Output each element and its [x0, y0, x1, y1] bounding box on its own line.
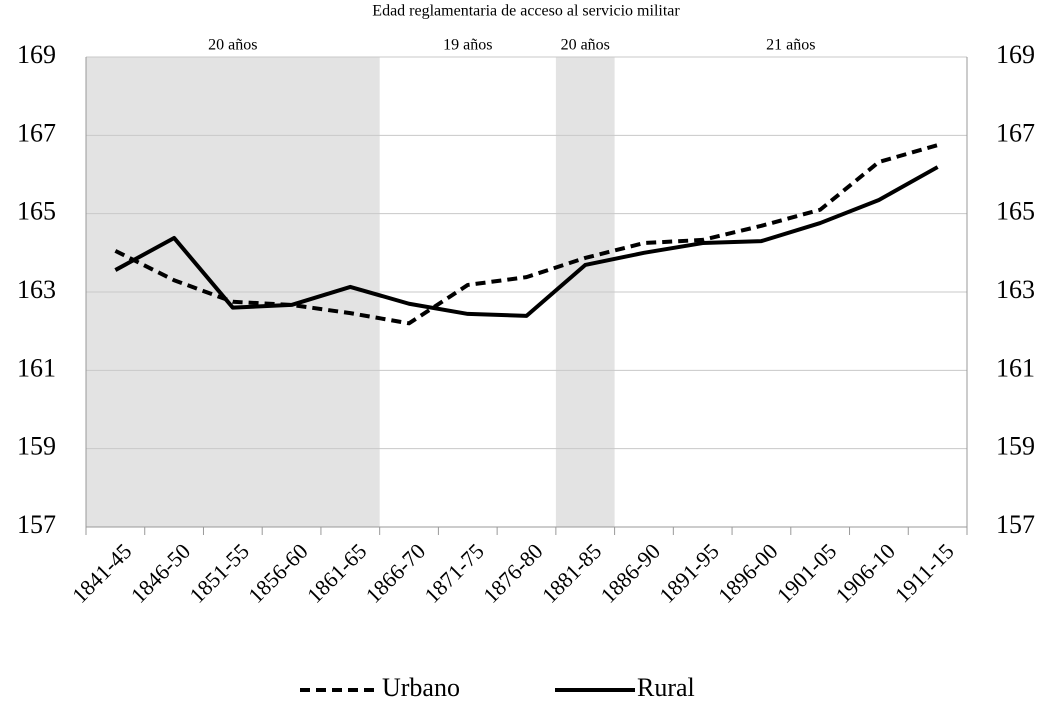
series-line: [114, 143, 939, 326]
x-tick-label: 1841-45: [67, 538, 137, 608]
period-label: 19 años: [443, 37, 492, 54]
y-tick-label: 159: [17, 432, 56, 461]
legend-label: Rural: [637, 673, 695, 702]
legend-label: Urbano: [382, 673, 460, 702]
x-tick-label: 1851-55: [184, 538, 254, 608]
series-line: [114, 165, 939, 318]
x-tick-label: 1871-75: [419, 538, 489, 608]
x-tick-label: 1856-60: [243, 538, 313, 608]
y2-tick-label: 167: [996, 118, 1035, 147]
y2-tick-label: 163: [996, 275, 1035, 304]
x-tick-label: 1881-85: [537, 538, 607, 608]
x-tick-label: 1911-15: [890, 538, 959, 607]
y-tick-label: 163: [17, 275, 56, 304]
y2-tick-label: 165: [996, 197, 1035, 226]
chart-title: Edad reglamentaria de acceso al servicio…: [372, 3, 680, 20]
x-tick-label: 1866-70: [361, 538, 431, 608]
y-tick-label: 167: [17, 118, 56, 147]
y2-tick-label: 161: [996, 353, 1035, 382]
x-tick-label: 1906-10: [830, 538, 900, 608]
x-tick-label: 1846-50: [126, 538, 196, 608]
y2-tick-label: 169: [996, 40, 1035, 69]
y-tick-label: 161: [17, 353, 56, 382]
x-tick-label: 1861-65: [302, 538, 372, 608]
x-tick-label: 1896-00: [713, 538, 783, 608]
period-label: 21 años: [766, 37, 815, 54]
x-tick-label: 1886-90: [596, 538, 666, 608]
y2-tick-label: 157: [996, 510, 1035, 539]
x-tick-label: 1876-80: [478, 538, 548, 608]
y-tick-label: 169: [17, 40, 56, 69]
y-tick-label: 165: [17, 197, 56, 226]
y-tick-label: 157: [17, 510, 56, 539]
y2-tick-label: 159: [996, 432, 1035, 461]
x-tick-label: 1901-05: [772, 538, 842, 608]
x-tick-label: 1891-95: [654, 538, 724, 608]
period-label: 20 años: [561, 37, 610, 54]
period-label: 20 años: [208, 37, 257, 54]
